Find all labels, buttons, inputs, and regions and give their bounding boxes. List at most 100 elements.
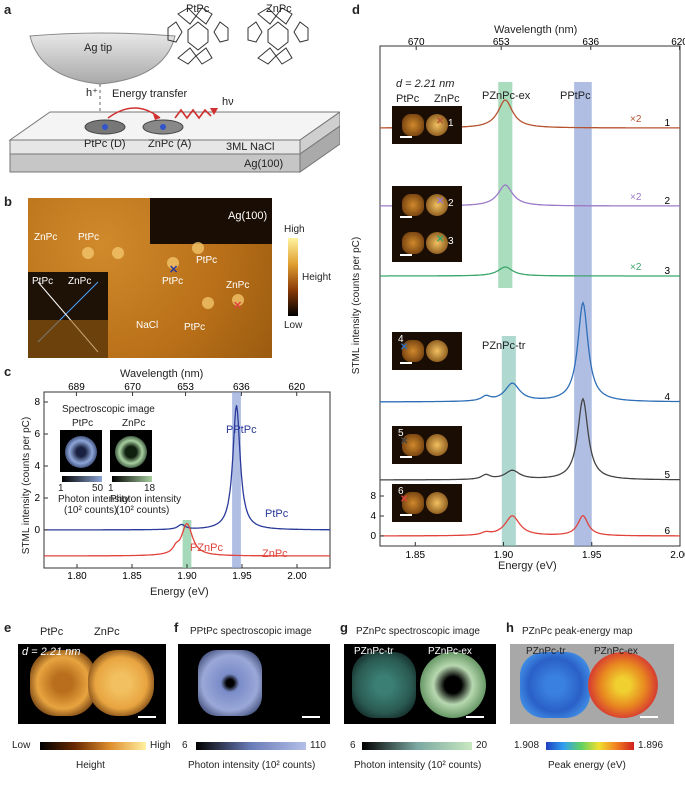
stm-label-3: PtPc [196, 255, 218, 266]
d-p-znpc-tr: PZnPc-tr [482, 340, 526, 352]
c-cb-caption-1a: Photon intensity [58, 494, 130, 505]
d-ylabel: STML intensity (counts per pC) [351, 236, 363, 375]
ptpc-structure [167, 7, 229, 65]
c-znpc-band [182, 520, 192, 568]
c-y-tick-label: 2 [34, 493, 40, 504]
c-cb2-min: 1 [108, 483, 114, 494]
stm-inset-lines [28, 281, 108, 358]
c-y-tick-label: 4 [34, 461, 40, 472]
g-tr-blob [352, 652, 416, 718]
d-inset-number: 5 [398, 428, 404, 439]
g-caption: Photon intensity (10² counts) [354, 760, 482, 771]
donor-label: PtPc (D) [84, 138, 126, 150]
h-sub1: PZnPc-tr [526, 646, 566, 657]
d-x-tick-label: 2.00 [670, 550, 685, 561]
d-top-tick-label: 670 [408, 37, 425, 48]
znpc-structure-title: ZnPc [266, 3, 292, 15]
d-inset-image [392, 484, 462, 522]
d-x-tick-label: 1.85 [406, 550, 426, 561]
height-high-label: High [284, 224, 305, 235]
d-p-znpc-ex: PZnPc-ex [482, 90, 531, 102]
c-p-ptpc-label: PPtPc [226, 424, 257, 436]
c-ptpc-series [44, 405, 330, 531]
d-series-number: 6 [664, 526, 670, 537]
d-ptpc-label: PtPc [396, 93, 420, 105]
c-cb-caption-1b: (10² counts) [64, 505, 118, 516]
energy-transfer-label: Energy transfer [112, 88, 188, 100]
d-inset-image [392, 186, 462, 224]
c-y-tick-label: 6 [34, 429, 40, 440]
ag-tip-shape [29, 32, 176, 85]
d-inset-marker: ✕ [400, 494, 409, 505]
c-x-tick-label: 1.85 [122, 571, 142, 580]
d-inset-image [392, 224, 462, 262]
e-ptpc-blob [30, 650, 96, 716]
d-znpc-label: ZnPc [434, 93, 460, 105]
c-curve-znpc-label: ZnPc [262, 548, 288, 560]
d-multiplier: ×2 [630, 192, 642, 203]
stm-label-4: PtPc [162, 276, 184, 287]
stm-label-5: ZnPc [226, 280, 250, 291]
e-scale-bar [138, 716, 156, 718]
d-p-ptpc: PPtPc [560, 90, 591, 102]
c-cb1-max: 50 [92, 483, 104, 494]
inset-ptpc-label: PtPc [32, 276, 54, 287]
d-series-number: 5 [664, 470, 670, 481]
c-cb-caption-2b: (10² counts) [116, 505, 170, 516]
c-x-tick-label: 1.80 [67, 571, 87, 580]
d-series-6 [380, 514, 680, 537]
hv-label: hν [222, 96, 234, 108]
ag-layer-label: Ag(100) [244, 158, 284, 170]
c-x-tick-label: 1.95 [232, 571, 252, 580]
stm-label-2: PtPc [78, 232, 100, 243]
znpc-structure [247, 7, 309, 65]
c-ylabel: STML intensity (counts per pC) [21, 416, 33, 555]
znpc-spectro-ring [115, 436, 147, 468]
f-caption: Photon intensity (10² counts) [188, 760, 316, 771]
d-multiplier: ×2 [630, 114, 642, 125]
d-inset-number: 3 [448, 236, 454, 247]
h-ex-blob [588, 652, 658, 718]
energy-transfer-arrow [107, 107, 161, 119]
ag-region [150, 198, 272, 244]
d-inset-number: 4 [398, 334, 404, 345]
g-colorbar [362, 742, 472, 750]
height-colorbar [288, 238, 298, 316]
f-ptpc-blob [198, 650, 262, 716]
acceptor-label: ZnPc (A) [148, 138, 192, 150]
c-y-tick-label: 0 [34, 525, 40, 536]
c-ptpc-band [232, 392, 241, 568]
h-min: 1.908 [514, 740, 540, 751]
d-series-number: 1 [664, 118, 670, 129]
height-title: Height [302, 272, 331, 283]
e-ptpc-label: PtPc [40, 626, 64, 638]
stm-ag-label: Ag(100) [228, 210, 268, 222]
c-cb1-min: 1 [58, 483, 64, 494]
d-inset-marker: ✕ [436, 196, 445, 207]
hole-label: h⁺ [86, 87, 98, 99]
c-top-axis-title: Wavelength (nm) [120, 368, 204, 380]
ag-side [299, 125, 340, 173]
e-colorbar [40, 742, 146, 750]
panel-label-h: h [506, 620, 514, 635]
e-low: Low [12, 740, 31, 751]
c-cb-caption-2a: Photon intensity [110, 494, 182, 505]
d-series-4 [380, 300, 680, 403]
d-inset-image [392, 106, 462, 144]
f-title: PPtPc spectroscopic image [190, 626, 312, 637]
photon-wave [174, 108, 212, 120]
g-sub2: PZnPc-ex [428, 646, 472, 657]
c-top-tick-label: 670 [124, 382, 141, 393]
f-scale-bar [302, 716, 320, 718]
f-min: 6 [182, 740, 188, 751]
d-top-tick-label: 636 [582, 37, 599, 48]
d-series-3 [380, 266, 680, 277]
h-scale-bar [640, 716, 658, 718]
panel-label-c: c [4, 364, 12, 379]
d-plot-frame [379, 45, 681, 547]
panel-label-g: g [340, 620, 348, 635]
d-inset-number: 2 [448, 198, 454, 209]
g-sub1: PZnPc-tr [354, 646, 394, 657]
panel-label-a: a [4, 2, 12, 17]
ptpc-structure-title: PtPc [186, 3, 210, 15]
